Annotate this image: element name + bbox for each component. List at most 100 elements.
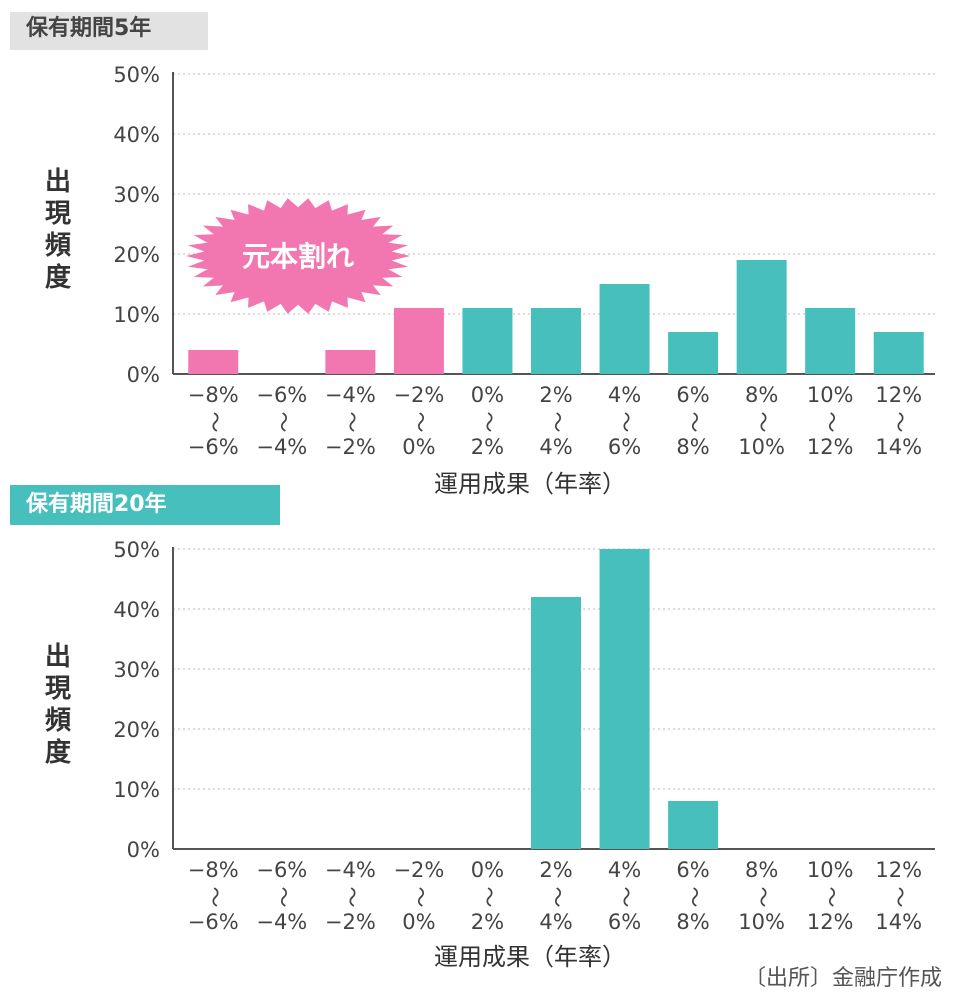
y-tick-label: 50% [113,538,160,562]
y-tick-label: 20% [113,718,160,742]
x-tick-label: 〜 [545,412,569,433]
y-tick-label: 10% [113,303,160,327]
x-tick-label: 〜 [476,412,500,433]
x-tick-label: 〜 [682,887,706,908]
x-tick-label: −8% [188,858,239,882]
bar [668,801,719,849]
x-tick-label: 〜 [751,412,775,433]
x-tick-label: −2% [393,383,444,407]
bar [805,308,856,374]
y-tick-label: 0% [127,838,160,862]
bar [462,308,513,374]
y-tick-label: 30% [113,658,160,682]
x-tick-label: 4% [539,910,572,934]
bar [736,260,787,374]
y-tick-label: 0% [127,363,160,387]
x-tick-label: 6% [608,910,641,934]
x-tick-label: −6% [256,383,307,407]
x-tick-label: 10% [738,435,785,459]
x-tick-label: 〜 [751,887,775,908]
x-tick-label: 〜 [339,887,363,908]
x-tick-label: −8% [188,383,239,407]
x-tick-label: 12% [875,383,922,407]
x-tick-label: 10% [807,858,854,882]
x-tick-label: 0% [402,910,435,934]
y-tick-label: 30% [113,183,160,207]
x-tick-label: 2% [539,858,572,882]
x-tick-label: 14% [875,435,922,459]
x-tick-label: 10% [738,910,785,934]
x-tick-label: −4% [325,383,376,407]
x-tick-label: 4% [539,435,572,459]
x-tick-label: 0% [471,383,504,407]
y-axis-title-char: 現 [45,674,71,704]
y-axis-title-char: 度 [45,737,71,768]
callout-burst [186,198,410,314]
x-axis-title: 運用成果（年率） [434,943,626,971]
x-tick-label: −6% [256,858,307,882]
x-tick-label: 14% [875,910,922,934]
x-tick-label: 〜 [888,412,912,433]
x-tick-label: 〜 [339,412,363,433]
bar [599,549,650,849]
y-axis-title-char: 度 [45,262,71,293]
x-tick-label: 〜 [614,412,638,433]
panel-tag-5yr: 保有期間5年 [10,12,208,50]
y-axis-title-char: 頻 [45,231,71,261]
source-note: 〔出所〕金融庁作成 [743,966,942,991]
x-tick-label: 〜 [614,887,638,908]
x-tick-label: 〜 [202,412,226,433]
x-axis-title: 運用成果（年率） [434,470,626,498]
y-axis-title-char: 出 [45,642,71,672]
x-tick-label: 〜 [202,887,226,908]
x-tick-label: 12% [875,858,922,882]
y-axis-title-char: 頻 [45,706,71,736]
x-tick-label: 〜 [888,887,912,908]
x-tick-label: 〜 [682,412,706,433]
x-tick-label: 6% [676,383,709,407]
x-tick-label: −4% [256,910,307,934]
x-tick-label: 8% [676,435,709,459]
x-tick-label: −2% [393,858,444,882]
x-tick-label: 〜 [271,412,295,433]
x-tick-label: −6% [188,435,239,459]
y-axis-title-char: 出 [45,167,71,197]
x-tick-label: 4% [608,858,641,882]
callout-text: 元本割れ [242,240,354,273]
x-tick-label: 4% [608,383,641,407]
x-tick-label: −2% [325,435,376,459]
x-tick-label: 10% [807,383,854,407]
x-tick-label: 〜 [271,887,295,908]
x-tick-label: 12% [807,435,854,459]
bar [599,284,650,374]
y-axis-title-char: 現 [45,199,71,229]
bar [873,332,924,374]
x-tick-label: −6% [188,910,239,934]
bar [531,308,581,374]
x-tick-label: 8% [745,858,778,882]
x-tick-label: 〜 [408,412,432,433]
x-tick-label: 6% [676,858,709,882]
y-tick-label: 50% [113,63,160,87]
x-tick-label: 2% [471,910,504,934]
x-tick-label: 〜 [408,887,432,908]
x-tick-label: 2% [471,435,504,459]
bar [668,332,719,374]
x-tick-label: 〜 [819,412,843,433]
x-tick-label: 〜 [819,887,843,908]
x-tick-label: 12% [807,910,854,934]
bar [188,350,239,374]
x-tick-label: 0% [402,435,435,459]
x-tick-label: −4% [256,435,307,459]
y-tick-label: 40% [113,598,160,622]
x-tick-label: 6% [608,435,641,459]
x-tick-label: 〜 [476,887,500,908]
panel-tag-20yr: 保有期間20年 [10,485,280,525]
y-tick-label: 10% [113,778,160,802]
x-tick-label: 8% [676,910,709,934]
bar [393,308,444,374]
x-tick-label: 8% [745,383,778,407]
y-tick-label: 40% [113,123,160,147]
x-tick-label: 2% [539,383,572,407]
